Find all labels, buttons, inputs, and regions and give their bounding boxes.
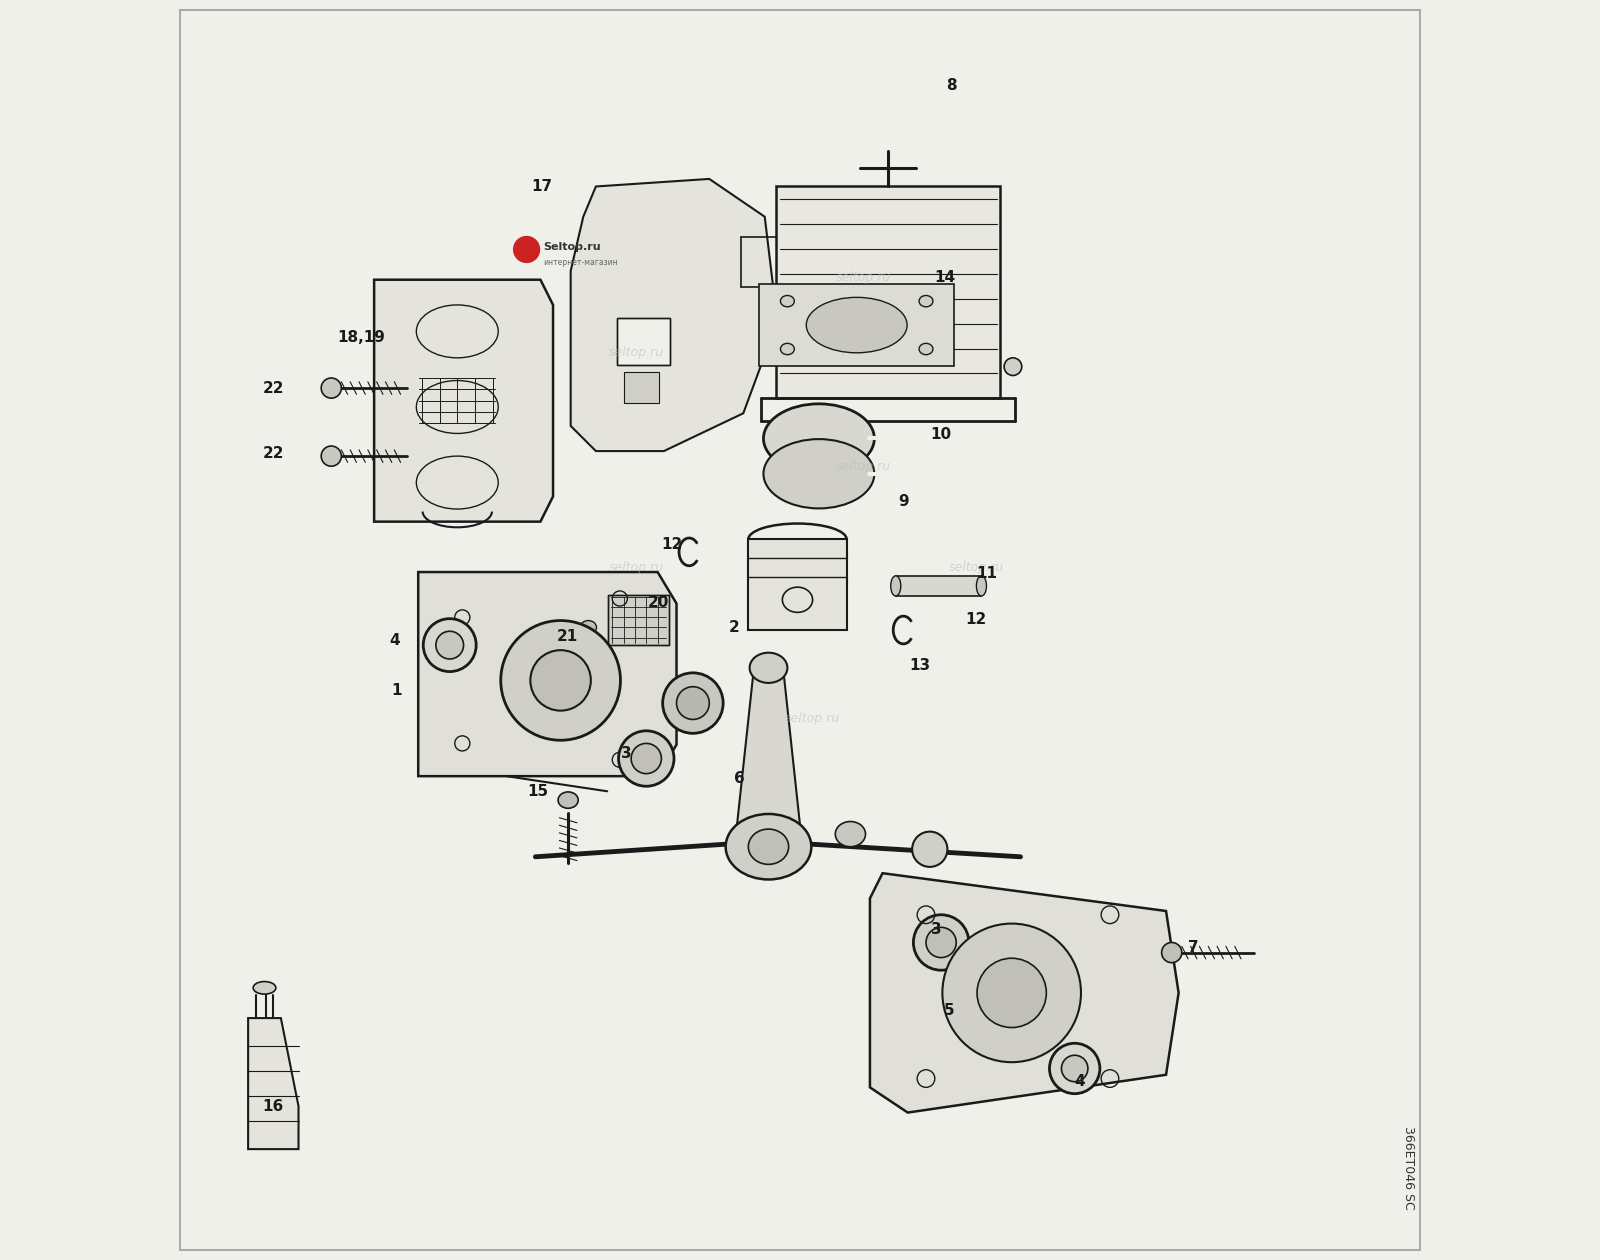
Ellipse shape xyxy=(806,297,907,353)
Text: seltop.ru: seltop.ru xyxy=(949,561,1003,573)
Ellipse shape xyxy=(942,924,1082,1062)
Text: 8: 8 xyxy=(946,78,957,93)
Text: 11: 11 xyxy=(976,566,997,581)
Polygon shape xyxy=(418,572,677,776)
Bar xyxy=(896,576,981,596)
Text: seltop.ru: seltop.ru xyxy=(608,561,664,573)
Text: 4: 4 xyxy=(1075,1074,1085,1089)
Ellipse shape xyxy=(976,576,987,596)
Text: seltop.ru: seltop.ru xyxy=(786,712,840,724)
Ellipse shape xyxy=(1005,358,1022,375)
Text: 22: 22 xyxy=(262,381,285,396)
Ellipse shape xyxy=(558,793,578,809)
Polygon shape xyxy=(870,873,1179,1113)
Text: 4: 4 xyxy=(389,633,400,648)
Text: 3: 3 xyxy=(621,746,632,761)
Ellipse shape xyxy=(630,743,661,774)
Ellipse shape xyxy=(424,619,477,672)
Bar xyxy=(618,318,670,365)
Ellipse shape xyxy=(749,653,787,683)
Text: 18,19: 18,19 xyxy=(338,330,386,345)
Ellipse shape xyxy=(1050,1043,1099,1094)
Ellipse shape xyxy=(918,343,933,355)
Text: 9: 9 xyxy=(898,494,909,509)
Ellipse shape xyxy=(253,982,275,994)
Ellipse shape xyxy=(581,621,597,634)
Ellipse shape xyxy=(435,631,464,659)
Polygon shape xyxy=(374,280,554,522)
Ellipse shape xyxy=(835,822,866,847)
Text: Seltop.ru: Seltop.ru xyxy=(542,242,600,252)
Text: 5: 5 xyxy=(944,1003,954,1018)
Text: 3: 3 xyxy=(931,922,941,937)
Ellipse shape xyxy=(912,832,947,867)
Ellipse shape xyxy=(978,959,1046,1028)
Bar xyxy=(624,372,659,403)
Text: 13: 13 xyxy=(909,658,930,673)
Text: интернет-магазин: интернет-магазин xyxy=(542,257,618,267)
Polygon shape xyxy=(736,673,802,837)
Ellipse shape xyxy=(914,915,970,970)
Ellipse shape xyxy=(726,814,811,879)
Text: seltop.ru: seltop.ru xyxy=(835,460,891,472)
Text: 16: 16 xyxy=(262,1099,283,1114)
Text: 20: 20 xyxy=(648,595,669,610)
Ellipse shape xyxy=(1061,1055,1088,1081)
Text: 17: 17 xyxy=(531,179,552,194)
Ellipse shape xyxy=(501,621,621,741)
Text: 21: 21 xyxy=(557,629,578,644)
Ellipse shape xyxy=(781,343,794,355)
Ellipse shape xyxy=(891,576,901,596)
Bar xyxy=(776,186,1000,398)
Ellipse shape xyxy=(322,446,341,466)
Text: 10: 10 xyxy=(931,427,952,442)
Ellipse shape xyxy=(619,731,674,786)
Polygon shape xyxy=(749,539,846,630)
Text: 2: 2 xyxy=(730,620,739,635)
Ellipse shape xyxy=(662,673,723,733)
Ellipse shape xyxy=(781,296,794,306)
Bar xyxy=(758,285,954,365)
Text: 22: 22 xyxy=(262,446,285,461)
Ellipse shape xyxy=(749,829,789,864)
Text: 12: 12 xyxy=(966,612,987,627)
Bar xyxy=(618,318,670,365)
Ellipse shape xyxy=(322,378,341,398)
Bar xyxy=(608,595,669,645)
Bar xyxy=(608,595,669,645)
Text: 366ET046 SC: 366ET046 SC xyxy=(1402,1126,1414,1210)
Ellipse shape xyxy=(926,927,957,958)
Ellipse shape xyxy=(514,237,539,262)
Ellipse shape xyxy=(918,296,933,306)
Ellipse shape xyxy=(1162,942,1182,963)
Polygon shape xyxy=(571,179,778,451)
Polygon shape xyxy=(248,1018,299,1149)
Text: 7: 7 xyxy=(1187,940,1198,955)
Ellipse shape xyxy=(530,650,590,711)
Text: seltop.ru: seltop.ru xyxy=(835,271,891,284)
Text: 1: 1 xyxy=(392,683,402,698)
Ellipse shape xyxy=(677,687,709,719)
Ellipse shape xyxy=(763,440,874,508)
Text: seltop.ru: seltop.ru xyxy=(608,346,664,359)
Text: 15: 15 xyxy=(528,784,549,799)
Ellipse shape xyxy=(763,403,874,472)
Text: 14: 14 xyxy=(934,270,955,285)
Text: 6: 6 xyxy=(734,771,746,786)
Text: 12: 12 xyxy=(661,537,682,552)
